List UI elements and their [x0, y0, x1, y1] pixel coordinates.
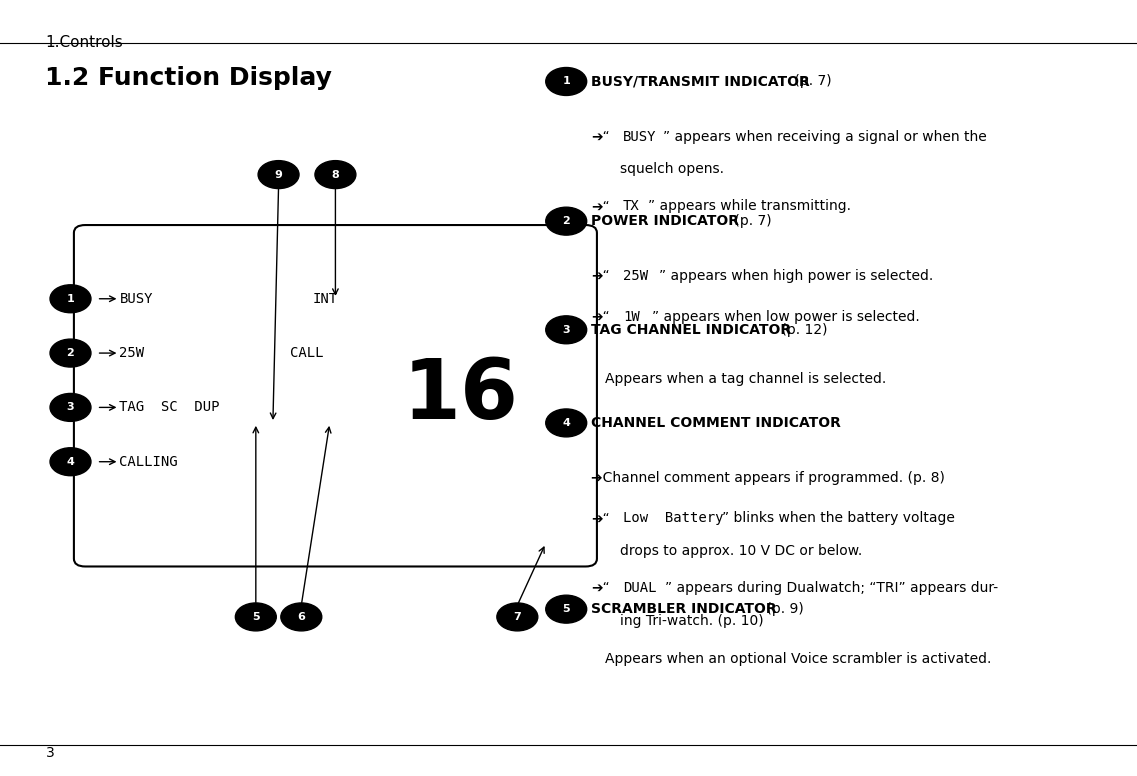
Text: DUAL: DUAL — [623, 581, 656, 595]
Text: drops to approx. 10 V DC or below.: drops to approx. 10 V DC or below. — [620, 544, 862, 558]
Text: (p. 9): (p. 9) — [762, 602, 804, 616]
Circle shape — [546, 595, 587, 623]
Text: 8: 8 — [332, 170, 339, 179]
Text: (p. 12): (p. 12) — [777, 323, 827, 337]
Text: ” appears when receiving a signal or when the: ” appears when receiving a signal or whe… — [663, 130, 987, 144]
Text: ” blinks when the battery voltage: ” blinks when the battery voltage — [722, 511, 955, 525]
Text: 16: 16 — [402, 355, 518, 436]
Text: 1: 1 — [563, 77, 570, 86]
Text: squelch opens.: squelch opens. — [620, 162, 723, 176]
Text: ➔“: ➔“ — [591, 199, 609, 213]
Circle shape — [50, 285, 91, 313]
Circle shape — [546, 207, 587, 235]
Text: 7: 7 — [514, 612, 521, 622]
Circle shape — [546, 68, 587, 95]
Text: ➔“: ➔“ — [591, 130, 609, 144]
Text: Appears when an optional Voice scrambler is activated.: Appears when an optional Voice scrambler… — [605, 652, 991, 666]
Text: ” appears when low power is selected.: ” appears when low power is selected. — [652, 310, 919, 324]
Text: (p. 7): (p. 7) — [730, 214, 772, 228]
Text: 9: 9 — [275, 170, 282, 179]
Text: CALL: CALL — [290, 346, 323, 360]
Text: 1.Controls: 1.Controls — [45, 35, 123, 50]
Circle shape — [50, 448, 91, 476]
Text: Low  Battery: Low Battery — [623, 511, 723, 525]
Text: TAG  SC  DUP: TAG SC DUP — [119, 400, 219, 414]
Text: 3: 3 — [45, 747, 55, 760]
Text: ➔Channel comment appears if programmed. (p. 8): ➔Channel comment appears if programmed. … — [591, 471, 945, 485]
FancyBboxPatch shape — [74, 225, 597, 566]
Text: BUSY: BUSY — [623, 130, 656, 144]
Text: ➔“: ➔“ — [591, 511, 609, 525]
Text: INT: INT — [313, 292, 338, 306]
Text: 1.2 Function Display: 1.2 Function Display — [45, 66, 332, 90]
Text: CALLING: CALLING — [119, 455, 179, 469]
Text: 4: 4 — [67, 457, 74, 466]
Text: 1W: 1W — [623, 310, 640, 324]
Text: ing Tri-watch. (p. 10): ing Tri-watch. (p. 10) — [620, 614, 763, 628]
Circle shape — [235, 603, 276, 631]
Text: POWER INDICATOR: POWER INDICATOR — [591, 214, 739, 228]
Circle shape — [281, 603, 322, 631]
Text: 2: 2 — [67, 348, 74, 358]
Text: CHANNEL COMMENT INDICATOR: CHANNEL COMMENT INDICATOR — [591, 416, 841, 430]
Circle shape — [315, 161, 356, 189]
Text: ” appears while transmitting.: ” appears while transmitting. — [648, 199, 852, 213]
Text: 2: 2 — [563, 217, 570, 226]
Text: ➔“: ➔“ — [591, 310, 609, 324]
Text: 6: 6 — [298, 612, 305, 622]
Text: ” appears when high power is selected.: ” appears when high power is selected. — [659, 269, 933, 283]
Text: Appears when a tag channel is selected.: Appears when a tag channel is selected. — [605, 372, 886, 386]
Circle shape — [50, 339, 91, 367]
Text: (p. 7): (p. 7) — [790, 74, 832, 88]
Text: 5: 5 — [563, 605, 570, 614]
Text: 25W: 25W — [623, 269, 648, 283]
Text: 3: 3 — [563, 325, 570, 334]
Text: ” appears during Dualwatch; “TRI” appears dur-: ” appears during Dualwatch; “TRI” appear… — [665, 581, 998, 595]
Text: BUSY/TRANSMIT INDICATOR: BUSY/TRANSMIT INDICATOR — [591, 74, 810, 88]
Circle shape — [497, 603, 538, 631]
Text: ➔“: ➔“ — [591, 269, 609, 283]
Circle shape — [258, 161, 299, 189]
Circle shape — [50, 393, 91, 421]
Text: 3: 3 — [67, 403, 74, 412]
Text: 1: 1 — [67, 294, 74, 303]
Text: ➔“: ➔“ — [591, 581, 609, 595]
Text: BUSY: BUSY — [119, 292, 152, 306]
Text: TX: TX — [623, 199, 640, 213]
Circle shape — [546, 409, 587, 437]
Text: 4: 4 — [563, 418, 570, 428]
Text: TAG CHANNEL INDICATOR: TAG CHANNEL INDICATOR — [591, 323, 791, 337]
Text: SCRAMBLER INDICATOR: SCRAMBLER INDICATOR — [591, 602, 777, 616]
Text: 5: 5 — [252, 612, 259, 622]
Circle shape — [546, 316, 587, 344]
Text: 25W: 25W — [119, 346, 144, 360]
